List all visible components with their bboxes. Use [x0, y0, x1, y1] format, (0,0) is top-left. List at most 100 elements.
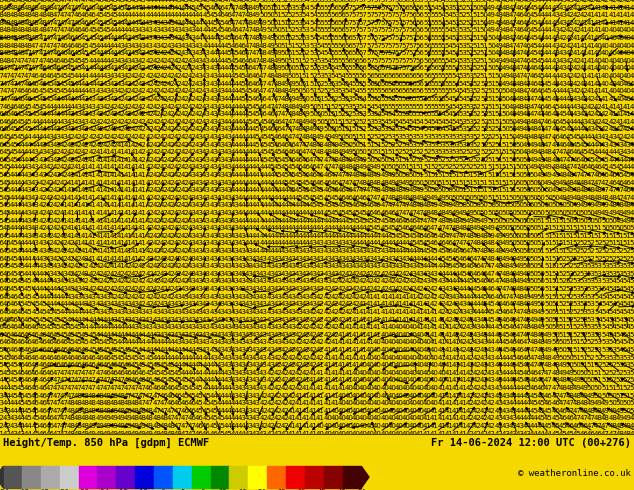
Text: 41: 41	[437, 332, 446, 338]
Text: 48: 48	[394, 195, 403, 201]
Text: 48: 48	[316, 142, 325, 147]
Text: 53: 53	[288, 0, 297, 3]
Text: 43: 43	[216, 126, 225, 132]
Text: 43: 43	[252, 294, 261, 300]
Text: 52: 52	[345, 111, 353, 117]
Text: 40: 40	[601, 35, 610, 41]
Text: 45: 45	[53, 317, 61, 322]
Text: 44: 44	[566, 103, 574, 109]
Text: 57: 57	[401, 27, 410, 33]
Text: 43: 43	[559, 4, 567, 11]
Text: 48: 48	[330, 157, 339, 163]
Text: 47: 47	[530, 355, 539, 361]
Text: 42: 42	[594, 0, 603, 3]
Text: 42: 42	[345, 278, 353, 285]
Text: 50: 50	[487, 50, 496, 56]
Text: 44: 44	[24, 134, 33, 140]
Text: 43: 43	[202, 301, 211, 307]
Text: 46: 46	[515, 20, 524, 26]
Text: 50: 50	[544, 324, 553, 330]
Text: 44: 44	[281, 195, 289, 201]
Text: 40: 40	[430, 400, 439, 406]
Text: 42: 42	[124, 81, 133, 87]
Text: 46: 46	[495, 301, 503, 307]
Text: 42: 42	[579, 81, 588, 87]
Text: 52: 52	[573, 317, 581, 322]
Text: 43: 43	[209, 241, 218, 246]
Text: 43: 43	[188, 58, 197, 64]
Text: 44: 44	[17, 157, 26, 163]
Text: 50: 50	[480, 35, 489, 41]
Text: 43: 43	[323, 248, 332, 254]
Text: 48: 48	[0, 4, 4, 11]
Text: 42: 42	[387, 271, 396, 277]
Text: 43: 43	[216, 309, 225, 315]
Text: 42: 42	[174, 111, 183, 117]
Text: 42: 42	[131, 263, 139, 270]
Text: 45: 45	[323, 210, 332, 216]
Text: 44: 44	[330, 225, 339, 231]
Text: 40: 40	[594, 66, 603, 72]
Text: 46: 46	[17, 355, 26, 361]
Text: 52: 52	[288, 20, 297, 26]
Text: 54: 54	[451, 43, 460, 49]
Text: 42: 42	[174, 210, 183, 216]
Text: 54: 54	[616, 340, 624, 345]
Text: 44: 44	[259, 225, 268, 231]
Text: 47: 47	[515, 50, 524, 56]
Text: 40: 40	[359, 408, 368, 414]
Text: 46: 46	[38, 340, 47, 345]
Text: 48: 48	[3, 27, 11, 33]
Text: 43: 43	[24, 195, 33, 201]
Text: 41: 41	[88, 157, 97, 163]
Text: 47: 47	[273, 96, 282, 102]
Text: 42: 42	[174, 263, 183, 270]
Text: 48: 48	[302, 126, 311, 132]
Text: 47: 47	[530, 347, 539, 353]
Text: 43: 43	[202, 248, 211, 254]
Text: 46: 46	[359, 202, 368, 208]
Text: 47: 47	[159, 408, 168, 414]
Text: 42: 42	[288, 385, 297, 391]
Text: 48: 48	[266, 58, 275, 64]
Text: 40: 40	[316, 423, 325, 429]
Text: 45: 45	[181, 0, 190, 3]
Text: 55: 55	[323, 35, 332, 41]
Text: 42: 42	[74, 149, 82, 155]
Text: 48: 48	[387, 187, 396, 193]
Text: 44: 44	[273, 233, 282, 239]
Text: 49: 49	[530, 157, 539, 163]
Text: 47: 47	[266, 96, 275, 102]
Text: 46: 46	[515, 0, 524, 3]
Text: 43: 43	[559, 81, 567, 87]
Text: 56: 56	[423, 50, 432, 56]
Text: 6: 6	[200, 489, 204, 490]
Text: 43: 43	[316, 248, 325, 254]
Text: 43: 43	[53, 126, 61, 132]
Text: 42: 42	[188, 111, 197, 117]
Text: 40: 40	[373, 408, 382, 414]
Text: 45: 45	[110, 355, 119, 361]
Text: 50: 50	[366, 149, 375, 155]
Text: 46: 46	[537, 377, 546, 383]
Text: 44: 44	[394, 241, 403, 246]
Text: 47: 47	[508, 0, 517, 3]
Text: 24: 24	[257, 489, 266, 490]
Text: 44: 44	[487, 332, 496, 338]
Text: 47: 47	[46, 377, 55, 383]
Text: 44: 44	[216, 385, 225, 391]
Text: 44: 44	[409, 248, 418, 254]
Text: 43: 43	[559, 73, 567, 79]
Text: 43: 43	[46, 157, 55, 163]
Text: 47: 47	[81, 0, 90, 3]
Text: 44: 44	[231, 134, 240, 140]
Text: 44: 44	[145, 332, 154, 338]
Text: 57: 57	[380, 43, 389, 49]
Text: 42: 42	[188, 126, 197, 132]
Text: 44: 44	[88, 317, 97, 322]
Text: 43: 43	[131, 43, 139, 49]
Text: 44: 44	[245, 202, 254, 208]
Text: 43: 43	[231, 202, 240, 208]
Text: 41: 41	[67, 233, 75, 239]
Text: 44: 44	[238, 164, 247, 171]
